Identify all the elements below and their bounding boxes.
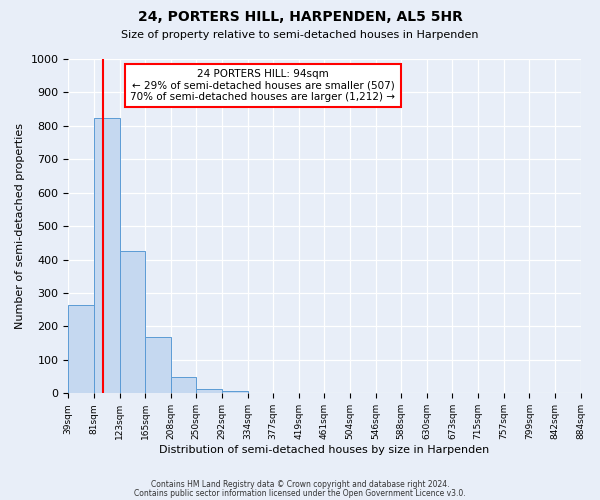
Bar bbox=[196, 390, 222, 394]
Text: 24 PORTERS HILL: 94sqm
← 29% of semi-detached houses are smaller (507)
70% of se: 24 PORTERS HILL: 94sqm ← 29% of semi-det… bbox=[130, 69, 395, 102]
Bar bbox=[68, 304, 94, 394]
Bar bbox=[171, 376, 196, 394]
Text: Contains HM Land Registry data © Crown copyright and database right 2024.: Contains HM Land Registry data © Crown c… bbox=[151, 480, 449, 489]
Bar bbox=[145, 337, 171, 394]
Bar bbox=[222, 390, 248, 394]
Bar bbox=[119, 251, 145, 394]
Text: Size of property relative to semi-detached houses in Harpenden: Size of property relative to semi-detach… bbox=[121, 30, 479, 40]
Text: Contains public sector information licensed under the Open Government Licence v3: Contains public sector information licen… bbox=[134, 488, 466, 498]
X-axis label: Distribution of semi-detached houses by size in Harpenden: Distribution of semi-detached houses by … bbox=[159, 445, 490, 455]
Bar bbox=[94, 118, 119, 394]
Y-axis label: Number of semi-detached properties: Number of semi-detached properties bbox=[15, 123, 25, 329]
Text: 24, PORTERS HILL, HARPENDEN, AL5 5HR: 24, PORTERS HILL, HARPENDEN, AL5 5HR bbox=[137, 10, 463, 24]
